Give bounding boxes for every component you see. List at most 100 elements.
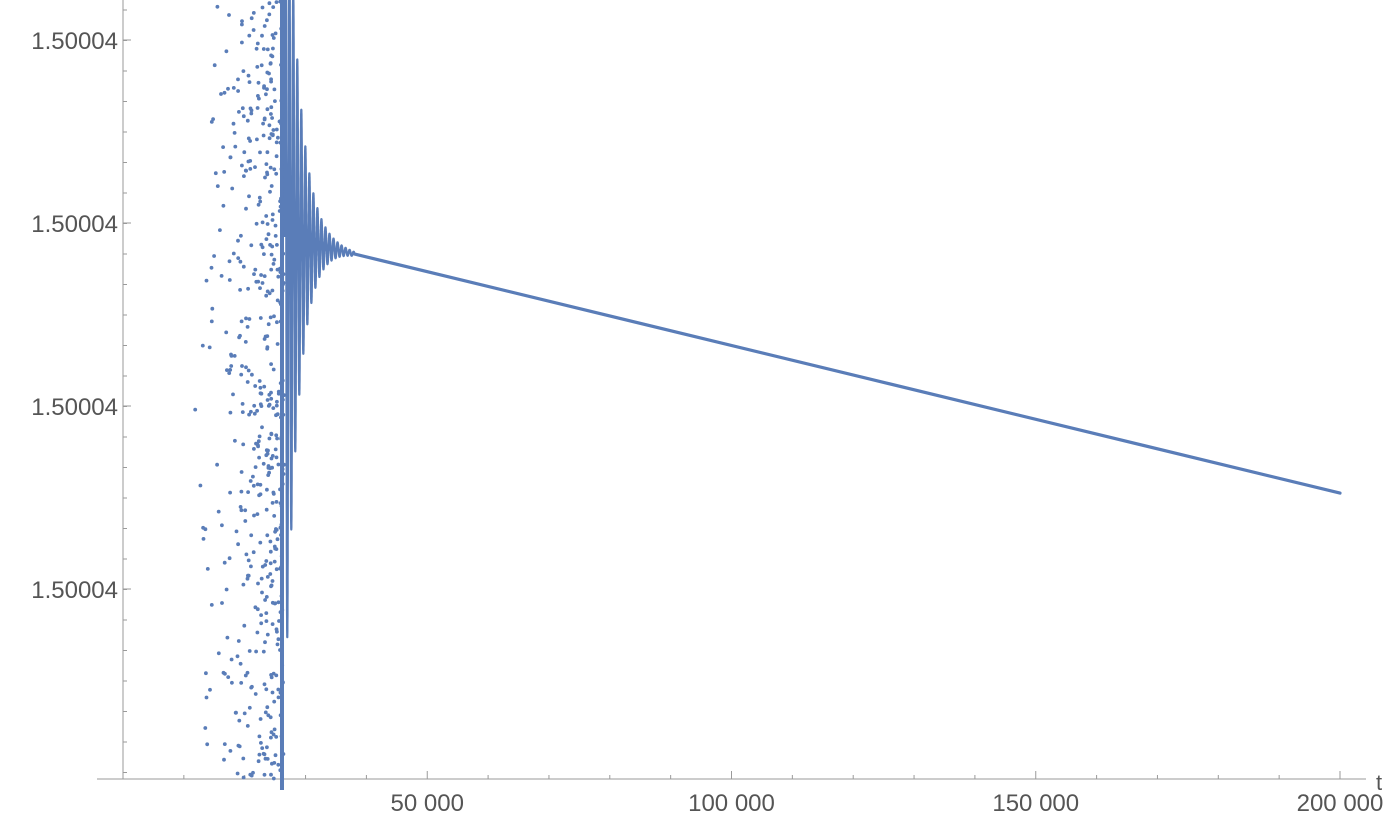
data-point <box>265 70 270 75</box>
data-point <box>258 482 263 487</box>
data-point <box>250 372 254 377</box>
data-point <box>265 222 270 226</box>
data-point <box>255 106 260 110</box>
data-point <box>240 40 244 45</box>
data-point <box>265 87 269 92</box>
data-point <box>240 402 245 406</box>
data-point <box>264 559 269 563</box>
data-point <box>275 342 280 346</box>
data-point <box>222 560 227 565</box>
data-point <box>260 564 265 569</box>
data-point <box>265 451 270 456</box>
data-point <box>275 243 279 247</box>
data-point <box>257 195 262 200</box>
data-point <box>251 550 256 555</box>
data-point <box>264 237 269 242</box>
data-point <box>267 123 272 128</box>
data-point <box>272 514 277 518</box>
data-point <box>275 298 280 303</box>
data-point <box>238 259 243 264</box>
data-point <box>215 184 220 189</box>
data-point <box>273 753 278 758</box>
data-point <box>231 86 236 90</box>
data-point <box>251 483 256 488</box>
data-point <box>274 735 279 739</box>
data-point <box>251 474 255 479</box>
data-point <box>232 131 237 135</box>
data-point <box>224 587 229 592</box>
data-point <box>267 436 272 441</box>
data-point <box>260 245 265 250</box>
data-point <box>259 741 263 745</box>
data-point <box>240 364 244 368</box>
data-point <box>269 730 274 735</box>
data-point <box>226 86 230 91</box>
data-point <box>256 94 260 98</box>
data-point <box>201 537 206 541</box>
data-point <box>240 22 244 27</box>
data-point <box>205 742 210 747</box>
data-point <box>266 322 271 327</box>
data-point <box>266 404 271 408</box>
data-point <box>262 274 267 278</box>
data-point <box>266 232 271 237</box>
data-point <box>256 439 261 444</box>
data-point <box>251 28 256 32</box>
data-point <box>274 403 279 408</box>
data-point <box>269 772 273 777</box>
data-point <box>265 107 270 112</box>
data-point <box>256 80 261 85</box>
axes <box>97 0 1366 780</box>
data-point <box>263 756 268 761</box>
data-point <box>238 505 243 509</box>
data-point <box>242 150 247 155</box>
data-point <box>269 132 274 136</box>
data-point <box>270 690 275 695</box>
data-point <box>270 33 275 37</box>
data-point <box>274 140 279 145</box>
data-point <box>231 251 236 256</box>
data-point <box>237 110 241 114</box>
data-point <box>252 513 256 518</box>
data-point <box>269 396 274 401</box>
data-point <box>254 649 258 654</box>
data-point <box>268 539 273 544</box>
data-point <box>255 41 260 46</box>
data-point <box>251 11 256 15</box>
data-point <box>271 367 276 372</box>
data-point <box>265 575 270 579</box>
data-point <box>270 244 275 249</box>
data-point <box>265 150 270 155</box>
data-point <box>237 335 242 340</box>
data-point <box>275 320 279 325</box>
data-point <box>274 171 279 176</box>
data-point <box>267 1 272 6</box>
data-point <box>261 461 266 466</box>
data-point <box>265 745 269 750</box>
data-point <box>255 137 259 142</box>
data-point <box>248 159 253 163</box>
data-point <box>203 527 208 532</box>
data-point <box>239 681 244 685</box>
data-point <box>243 519 248 523</box>
data-point <box>241 582 246 587</box>
data-point <box>271 776 276 781</box>
data-point <box>249 243 254 248</box>
data-point <box>269 362 273 366</box>
data-point <box>276 695 281 700</box>
data-point <box>224 330 229 335</box>
data-point <box>270 288 275 293</box>
data-point <box>270 454 275 458</box>
data-point <box>258 150 262 155</box>
data-point <box>241 69 246 73</box>
data-point <box>263 334 268 339</box>
data-point <box>252 411 257 416</box>
data-point <box>269 584 273 589</box>
data-point <box>212 254 217 258</box>
data-point <box>264 162 269 167</box>
data-point <box>234 529 239 534</box>
data-point <box>256 581 260 586</box>
data-point <box>271 46 275 51</box>
data-point <box>222 757 226 762</box>
data-point <box>227 13 231 17</box>
